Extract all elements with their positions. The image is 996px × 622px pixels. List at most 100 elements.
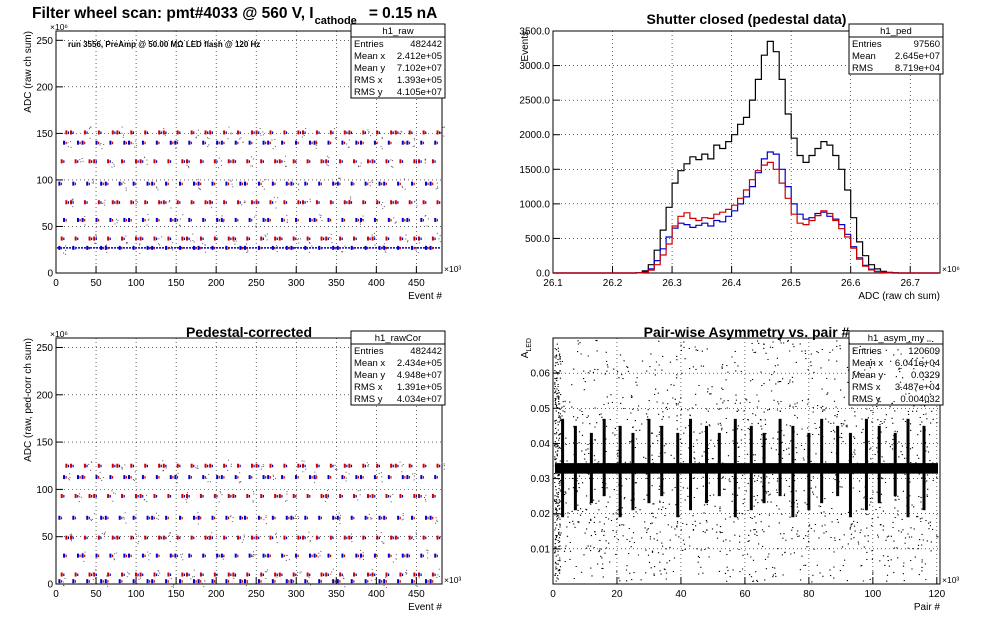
data-point — [367, 129, 369, 131]
data-point — [425, 536, 427, 540]
data-point — [111, 476, 114, 479]
data-point — [434, 140, 437, 145]
data-point — [374, 236, 376, 238]
data-point — [260, 134, 262, 136]
data-point — [334, 580, 336, 583]
data-point — [234, 243, 236, 245]
data-point — [58, 515, 61, 520]
data-point — [439, 131, 441, 134]
data-point — [234, 217, 237, 222]
data-point — [88, 572, 91, 577]
data-point — [335, 136, 337, 138]
spike-lower — [589, 468, 593, 504]
data-point — [425, 500, 427, 502]
data-point — [413, 494, 416, 499]
data-point — [336, 515, 339, 520]
data-point — [167, 572, 170, 577]
data-point — [346, 464, 348, 468]
data-point — [239, 579, 242, 584]
data-point — [390, 141, 392, 145]
data-point — [126, 242, 128, 244]
data-point — [255, 535, 258, 540]
data-point — [334, 128, 336, 130]
data-point — [400, 130, 402, 132]
data-point — [130, 141, 132, 145]
data-point — [260, 572, 263, 577]
stats-value: 482442 — [410, 346, 442, 357]
data-point — [376, 463, 379, 468]
data-point — [100, 142, 102, 144]
data-point — [339, 514, 341, 516]
data-point — [341, 140, 344, 145]
data-point — [233, 577, 235, 579]
data-point — [130, 463, 133, 468]
data-point — [113, 492, 115, 494]
data-point — [390, 535, 393, 540]
data-point — [301, 136, 303, 138]
data-point — [411, 245, 414, 250]
data-point — [121, 467, 123, 469]
data-point — [319, 214, 321, 216]
data-point — [209, 535, 212, 540]
data-point — [172, 554, 174, 558]
stats-value: 4.034e+07 — [397, 394, 442, 405]
data-point — [204, 554, 206, 558]
data-point — [107, 572, 110, 577]
data-point — [123, 573, 125, 577]
data-point — [269, 476, 271, 479]
data-point — [362, 535, 365, 540]
data-point — [374, 495, 376, 498]
data-point — [91, 160, 93, 163]
y-tick-label: 0.01 — [531, 544, 551, 555]
spike-lower — [689, 468, 693, 511]
data-point — [318, 131, 320, 134]
data-point — [89, 469, 91, 471]
chart-title: Shutter closed (pedestal data) — [647, 11, 847, 27]
data-point — [179, 131, 181, 134]
data-point — [285, 500, 287, 502]
data-point — [89, 137, 91, 139]
data-point — [114, 201, 116, 204]
data-point — [93, 513, 95, 515]
data-point — [232, 494, 235, 499]
data-point — [81, 553, 84, 558]
data-point — [214, 182, 216, 186]
data-point — [357, 165, 359, 167]
data-point — [93, 494, 96, 499]
data-point — [109, 160, 111, 163]
data-point — [86, 201, 88, 204]
data-point — [378, 579, 381, 584]
data-point — [128, 217, 131, 222]
data-point — [342, 577, 344, 579]
data-point — [221, 215, 223, 217]
stats-key: Mean — [852, 51, 876, 62]
data-point — [100, 536, 102, 540]
data-point — [171, 586, 173, 588]
data-point — [65, 218, 67, 222]
asymmetry-band — [555, 463, 938, 474]
data-point — [413, 138, 415, 140]
x-tick-label: 50 — [90, 589, 102, 600]
x-tick-label: 0 — [53, 278, 59, 289]
data-point — [101, 479, 103, 481]
data-point — [276, 160, 278, 163]
y-exponent-label: ×10⁶ — [50, 22, 68, 32]
data-point — [248, 553, 251, 558]
data-point — [169, 247, 171, 249]
data-point — [79, 218, 81, 222]
data-point — [390, 130, 393, 135]
data-point — [241, 541, 243, 543]
data-point — [364, 536, 367, 540]
data-point — [301, 460, 303, 462]
data-point — [232, 186, 234, 188]
data-point — [193, 241, 195, 243]
data-point — [297, 554, 299, 558]
data-point — [311, 245, 313, 247]
data-point — [188, 166, 190, 168]
data-point — [230, 515, 232, 517]
data-point — [137, 160, 139, 163]
data-point — [295, 553, 298, 558]
data-point — [374, 237, 376, 241]
data-point — [176, 141, 179, 145]
data-point — [169, 200, 171, 202]
